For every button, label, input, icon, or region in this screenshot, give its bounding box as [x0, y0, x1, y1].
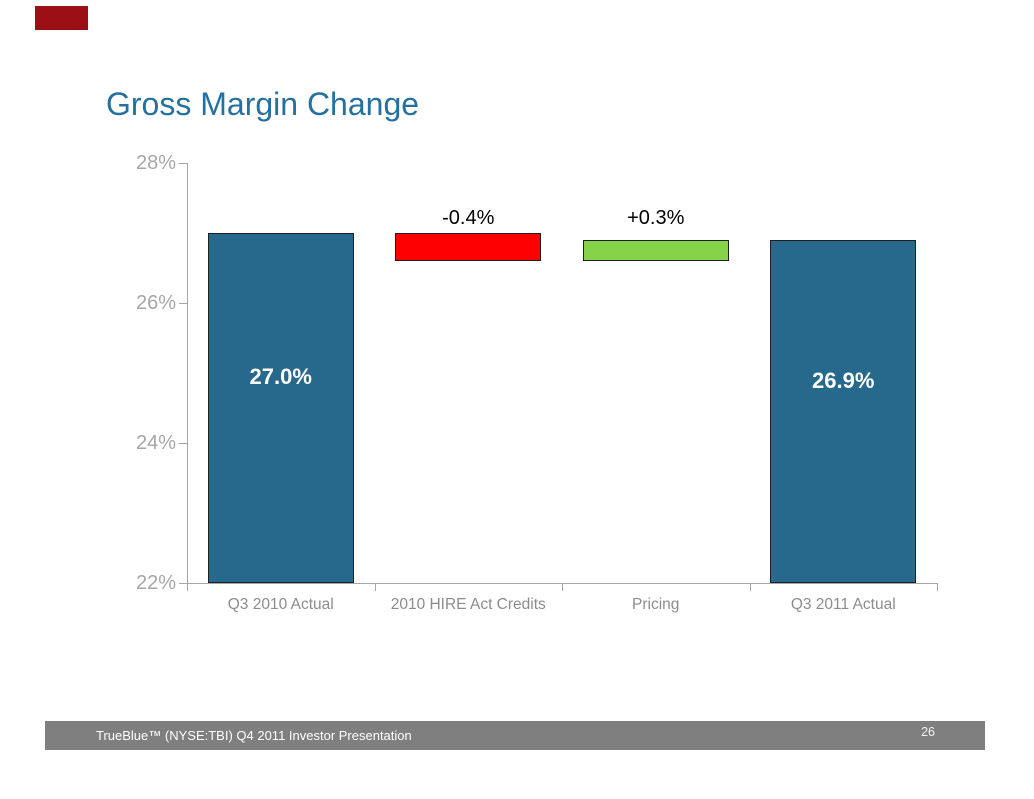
- y-axis-tick: [179, 303, 187, 304]
- bar-2010-hire-act-credits: [395, 233, 542, 261]
- x-axis-tick: [937, 583, 938, 591]
- x-axis-tick: [749, 583, 751, 591]
- slide-title: Gross Margin Change: [106, 86, 420, 122]
- bar-value-label-q3-2010-actual: 27.0%: [249, 363, 312, 389]
- y-axis-tick: [179, 163, 187, 164]
- y-axis-tick-label: 22%: [135, 572, 176, 594]
- corner-accent-mark: [35, 6, 88, 30]
- bar-pricing: [582, 240, 729, 261]
- y-axis-tick: [179, 443, 187, 444]
- bar-delta-label-pricing: +0.3%: [627, 207, 685, 229]
- y-axis-tick-label: 26%: [135, 292, 176, 314]
- x-axis-tick: [374, 583, 376, 591]
- y-axis-line: [187, 163, 188, 583]
- bar-value-label-q3-2011-actual: 26.9%: [812, 367, 875, 393]
- bar-delta-label-2010-hire-act-credits: -0.4%: [442, 207, 495, 229]
- bar-q3-2010-actual: [207, 233, 354, 583]
- y-axis-tick: [179, 583, 187, 584]
- footer-text: TrueBlue™ (NYSE:TBI) Q4 2011 Investor Pr…: [96, 728, 412, 743]
- bar-q3-2011-actual: [770, 240, 917, 583]
- y-axis-tick-label: 24%: [135, 432, 176, 454]
- x-axis-category-label-2010-hire-act-credits: 2010 HIRE Act Credits: [390, 596, 546, 613]
- y-axis-tick-label: 28%: [135, 152, 176, 174]
- footer-bar: TrueBlue™ (NYSE:TBI) Q4 2011 Investor Pr…: [45, 721, 985, 750]
- x-axis-category-label-q3-2011-actual: Q3 2011 Actual: [790, 596, 896, 613]
- x-axis-category-label-pricing: Pricing: [632, 596, 680, 613]
- x-axis-tick: [187, 583, 188, 591]
- x-axis-tick: [562, 583, 563, 591]
- page-number: 26: [921, 725, 935, 739]
- x-axis-category-label-q3-2010-actual: Q3 2010 Actual: [227, 596, 334, 613]
